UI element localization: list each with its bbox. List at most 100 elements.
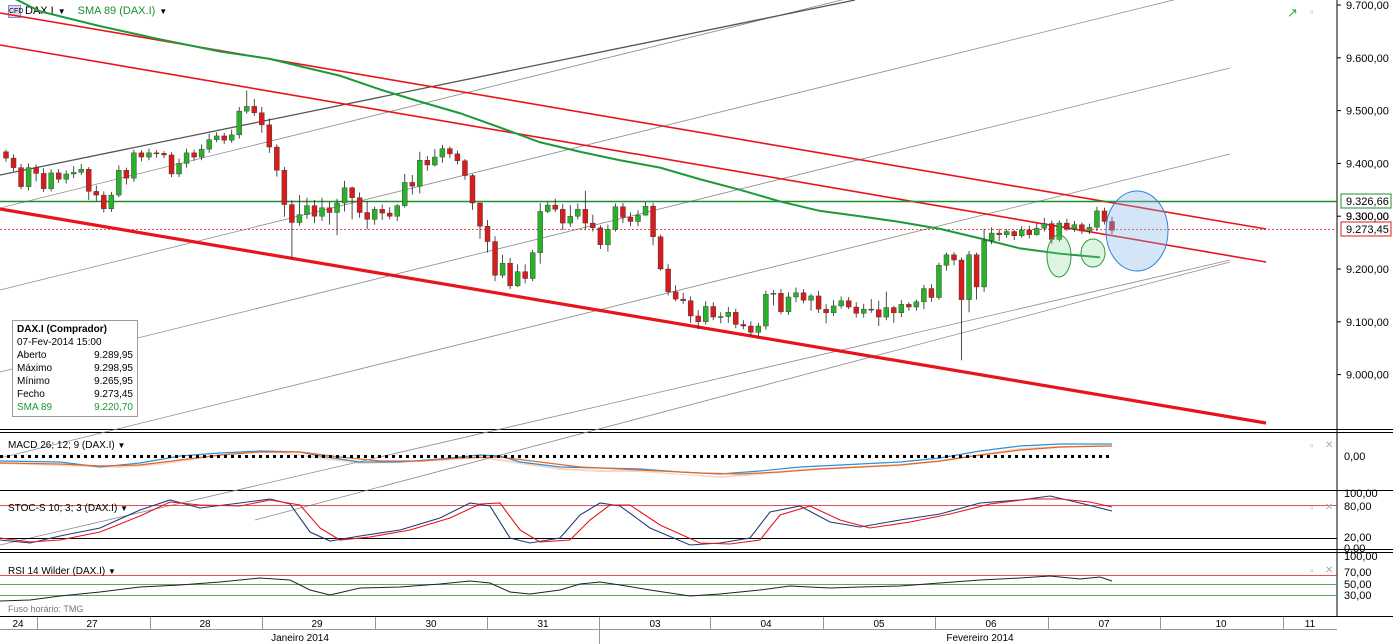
candle bbox=[627, 212, 634, 227]
candle-body bbox=[891, 307, 897, 314]
candle-body bbox=[951, 254, 957, 261]
sma-label[interactable]: SMA 89 (DAX.I) bbox=[77, 5, 156, 17]
candle-body bbox=[18, 167, 24, 187]
candle bbox=[567, 205, 573, 227]
candle-body bbox=[40, 173, 47, 189]
candle bbox=[191, 149, 197, 161]
candle bbox=[1094, 206, 1100, 231]
candle bbox=[183, 148, 190, 168]
candle-body bbox=[545, 204, 551, 212]
candle-body bbox=[808, 295, 814, 301]
candle bbox=[1026, 225, 1032, 239]
candle bbox=[281, 167, 288, 217]
macd-label[interactable]: MACD 26; 12; 9 (DAX.I) ▼ bbox=[8, 440, 126, 451]
candle bbox=[198, 144, 205, 161]
candle-body bbox=[793, 292, 799, 298]
candle-body bbox=[86, 169, 92, 192]
candle-body bbox=[356, 197, 363, 213]
candle-body bbox=[402, 182, 408, 206]
candle bbox=[665, 264, 671, 296]
candle bbox=[876, 300, 882, 327]
candle-body bbox=[1094, 210, 1100, 228]
stoch-close-icon[interactable]: ✕ bbox=[1325, 502, 1334, 513]
candle-body bbox=[296, 214, 303, 223]
candle-body bbox=[665, 268, 671, 292]
y-tick-label: 9.700,00 bbox=[1346, 0, 1389, 12]
candle bbox=[213, 132, 220, 143]
candle-body bbox=[763, 294, 769, 327]
x-tick-label: 27 bbox=[86, 619, 98, 630]
candle-body bbox=[387, 212, 393, 217]
candle-body bbox=[417, 160, 423, 187]
candle bbox=[1064, 218, 1070, 231]
candle bbox=[319, 197, 325, 221]
sma-dropdown-icon[interactable]: ▼ bbox=[159, 6, 168, 16]
y-tick-label: 9.600,00 bbox=[1346, 53, 1389, 65]
candle-body bbox=[778, 293, 784, 312]
rsi-tick-50: 50,00 bbox=[1344, 579, 1372, 591]
candle bbox=[620, 203, 626, 224]
candle bbox=[785, 292, 792, 315]
candle bbox=[341, 180, 348, 212]
candle bbox=[123, 167, 130, 185]
candle-body bbox=[1056, 222, 1063, 240]
candle bbox=[680, 292, 686, 304]
candle bbox=[898, 300, 905, 318]
trend-icon[interactable]: ↗ bbox=[1287, 5, 1298, 20]
candle bbox=[507, 257, 513, 290]
candle-body bbox=[371, 209, 378, 220]
x-tick-label: 29 bbox=[311, 619, 323, 630]
symbol-dropdown-icon[interactable]: ▼ bbox=[57, 6, 66, 16]
candle bbox=[883, 291, 889, 321]
candle bbox=[552, 198, 558, 212]
candle bbox=[988, 227, 995, 245]
rsi-close-icon[interactable]: ✕ bbox=[1325, 565, 1334, 576]
candle bbox=[379, 204, 385, 220]
candle bbox=[168, 152, 175, 178]
candle bbox=[657, 234, 664, 271]
candle-body bbox=[183, 152, 190, 164]
candle bbox=[304, 197, 310, 219]
stoch-restore-icon[interactable]: ▫ bbox=[1310, 503, 1314, 514]
rsi-label[interactable]: RSI 14 Wilder (DAX.I) ▼ bbox=[8, 566, 116, 577]
candle bbox=[221, 132, 227, 144]
candle bbox=[936, 262, 942, 300]
candle-body bbox=[575, 209, 581, 217]
candle bbox=[1056, 220, 1063, 242]
x-tick-label: 04 bbox=[760, 619, 772, 630]
macd-close-icon[interactable]: ✕ bbox=[1325, 440, 1334, 451]
candle-body bbox=[311, 205, 318, 217]
support-price-label: 9.326,66 bbox=[1340, 193, 1392, 209]
candle bbox=[146, 148, 152, 161]
trend-line-dark bbox=[0, 0, 856, 176]
candle-body bbox=[281, 170, 288, 205]
rsi-restore-icon[interactable]: ▫ bbox=[1310, 566, 1314, 577]
candle-body bbox=[1071, 224, 1078, 230]
candle-body bbox=[642, 205, 649, 216]
rsi-line bbox=[0, 575, 1113, 602]
infobox-row: Mínimo 9.265,95 bbox=[17, 375, 133, 388]
candle bbox=[153, 150, 160, 158]
candle-body bbox=[838, 300, 844, 307]
infobox-row-label: Máximo bbox=[17, 363, 53, 374]
candle bbox=[334, 198, 340, 236]
candle bbox=[1041, 217, 1047, 232]
stoch-tick-100: 100,00 bbox=[1344, 488, 1378, 500]
candle-body bbox=[906, 304, 912, 308]
svg-text:9.273,45: 9.273,45 bbox=[1346, 224, 1389, 236]
macd-restore-icon[interactable]: ▫ bbox=[1310, 441, 1314, 452]
candle bbox=[635, 210, 641, 227]
candle bbox=[921, 284, 927, 310]
candle-body bbox=[25, 167, 32, 187]
infobox-row-label: SMA 89 bbox=[17, 402, 53, 413]
candle bbox=[958, 257, 965, 361]
stoch-k-line bbox=[0, 495, 1113, 546]
candle-body bbox=[1086, 227, 1093, 232]
candle bbox=[913, 299, 920, 311]
candle-body bbox=[198, 148, 205, 158]
restore-icon[interactable]: ▫ bbox=[1310, 7, 1314, 18]
stoch-label[interactable]: STOC-S 10; 3; 3 (DAX.I) ▼ bbox=[8, 503, 128, 514]
candle-body bbox=[928, 288, 935, 298]
stoch-tick-80: 80,00 bbox=[1344, 501, 1372, 513]
